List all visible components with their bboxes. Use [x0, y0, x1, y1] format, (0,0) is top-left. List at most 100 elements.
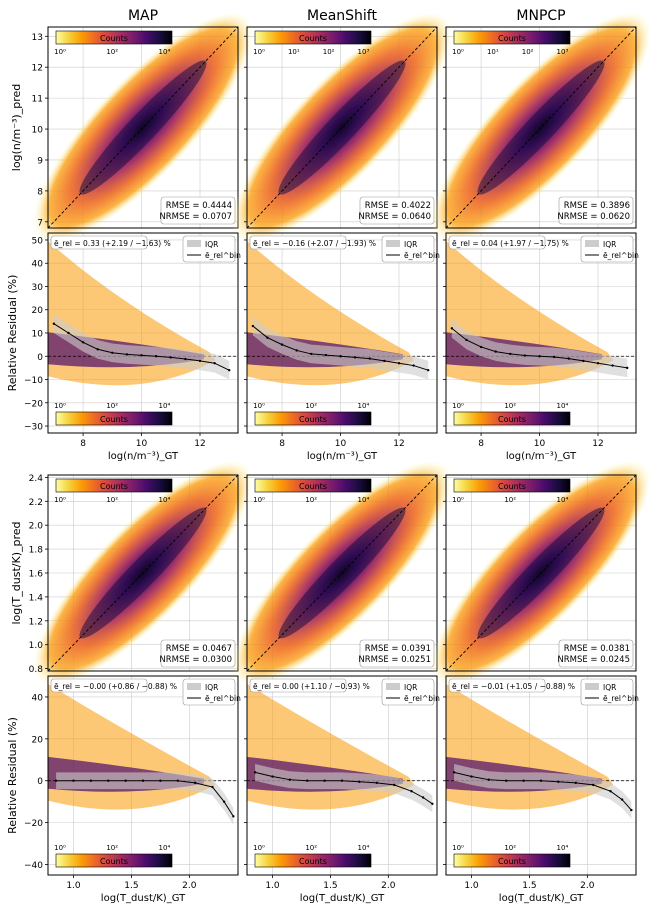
x-axis-label: log(T_dust/K)_GT	[101, 893, 186, 904]
median-point	[368, 357, 371, 360]
colorbar-tick: 10⁰	[54, 48, 66, 56]
one-to-one-line	[445, 474, 637, 672]
one-to-one-line	[47, 474, 239, 672]
erel-label: ē_rel = 0.33 (+2.19 / −1.63) %	[54, 239, 171, 248]
y-tick-label: 20	[32, 306, 44, 316]
median-point	[310, 352, 313, 356]
y-tick-label: 13	[32, 33, 43, 43]
legend-iqr-swatch	[585, 683, 599, 690]
median-line	[453, 771, 632, 811]
median-point	[154, 355, 158, 358]
y-tick-label: 50	[32, 236, 44, 246]
nrmse-label: NRMSE = 0.0300	[159, 655, 232, 665]
metrics-box	[558, 196, 634, 225]
colorbar-label: Counts	[498, 415, 526, 424]
nrmse-label: NRMSE = 0.0707	[159, 212, 232, 222]
median-point	[306, 779, 309, 782]
axes-frame	[445, 26, 637, 229]
legend-iqr-swatch	[187, 240, 201, 247]
median-point	[54, 779, 58, 782]
median-point	[539, 779, 543, 782]
median-point	[567, 357, 570, 360]
colorbar-tick: 10⁴	[159, 402, 171, 410]
median-point	[159, 779, 162, 782]
x-tick-label: 1.5	[124, 881, 138, 891]
panel-temp_residual-meanshift: ē_rel = 0.00 (+1.10 / −0.93) % IQR ē_rel^b…	[244, 675, 440, 904]
median-point	[494, 350, 497, 353]
rmse-label: RMSE = 0.3896	[564, 201, 630, 211]
colorbar-tick: 10²	[106, 844, 118, 852]
nrmse-label: NRMSE = 0.0620	[557, 212, 630, 222]
x-axis-label: log(T_dust/K)_GT	[499, 893, 584, 904]
erel-box	[50, 235, 148, 250]
y-tick-label: 7	[37, 218, 43, 228]
y-tick-label: 10	[32, 330, 44, 340]
colorbar-label: Counts	[100, 482, 128, 491]
panel-density_residual-map: ē_rel = 0.33 (+2.19 / −1.63) % IQR ē_rel^b…	[24, 232, 241, 462]
colorbar-tick: 10²	[504, 844, 516, 852]
y-tick-label: 8	[37, 187, 43, 197]
median-point	[213, 362, 216, 365]
erel-box	[249, 678, 347, 693]
x-tick-label: 1.0	[464, 881, 479, 891]
erel-box	[50, 678, 148, 693]
colorbar-tick: 10⁴	[557, 402, 569, 410]
colorbar-label: Counts	[100, 34, 128, 43]
median-point	[232, 815, 235, 818]
legend-median-label: ē_rel^bin	[603, 251, 639, 260]
erel-box	[448, 678, 546, 693]
colorbar	[254, 853, 372, 868]
colorbar-tick: 10²	[522, 48, 534, 56]
colorbar-label: Counts	[100, 415, 128, 424]
median-point	[470, 775, 473, 778]
colorbar-label: Counts	[299, 415, 327, 424]
colorbar-label: Counts	[498, 482, 526, 491]
erel-label: ē_rel = −0.00 (+0.86 / −0.88) %	[54, 682, 177, 691]
median-point	[96, 348, 99, 351]
colorbar-tick: 10²	[305, 496, 317, 504]
nrmse-label: NRMSE = 0.0640	[358, 212, 431, 222]
colorbar-tick: 10³	[358, 48, 370, 56]
legend-median-label: ē_rel^bin	[404, 694, 440, 703]
median-point	[72, 779, 75, 782]
median-point	[427, 369, 430, 372]
column-title: MAP	[128, 8, 158, 24]
legend-iqr-swatch	[386, 683, 400, 690]
one-to-one-line	[445, 26, 637, 229]
colorbar-tick: 10²	[106, 496, 118, 504]
median-point	[596, 362, 600, 365]
median-point	[271, 775, 274, 778]
median-point	[574, 781, 577, 785]
colorbar-tick: 10²	[106, 402, 118, 410]
x-tick-label: 1.0	[66, 881, 81, 891]
x-tick-label: 8	[478, 439, 484, 449]
x-tick-label: 2.0	[182, 881, 197, 891]
colorbar-tick: 10²	[106, 48, 118, 56]
colorbar	[55, 478, 173, 493]
median-point	[184, 357, 187, 361]
median-point	[111, 351, 114, 354]
y-tick-label: 20	[32, 735, 44, 745]
nrmse-label: NRMSE = 0.0245	[557, 655, 630, 665]
x-axis-label: log(n/m⁻³)_GT	[307, 451, 378, 462]
median-point	[228, 369, 231, 372]
column-title: MNPCP	[516, 8, 565, 24]
x-tick-label: 10	[335, 439, 347, 449]
y-tick-label: 0	[37, 777, 43, 787]
colorbar-tick: 10⁰	[452, 844, 464, 852]
median-point	[266, 336, 269, 339]
y-tick-label: 40	[32, 693, 44, 703]
colorbar-tick: 10⁰	[54, 402, 66, 410]
rmse-label: RMSE = 0.4444	[166, 201, 232, 211]
median-point	[397, 362, 401, 365]
median-point	[339, 355, 342, 358]
median-point	[421, 796, 425, 799]
median-point	[522, 779, 525, 782]
median-point	[620, 798, 624, 801]
median-point	[52, 322, 56, 325]
x-tick-label: 2.0	[381, 881, 396, 891]
x-tick-label: 12	[592, 439, 603, 449]
